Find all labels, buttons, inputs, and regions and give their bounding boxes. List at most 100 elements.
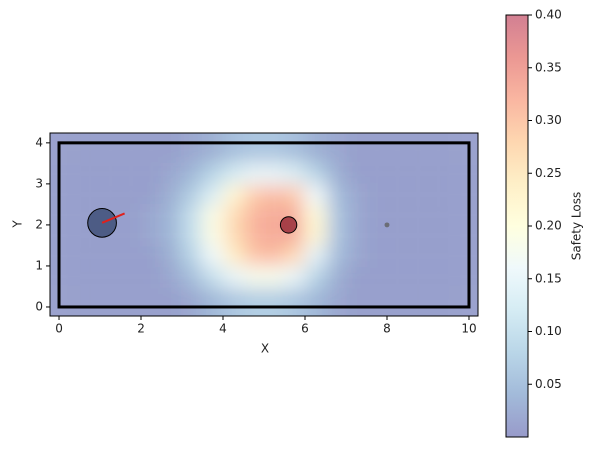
heat-cell xyxy=(161,204,183,226)
heat-cell xyxy=(161,133,183,164)
heat-cell xyxy=(386,204,408,226)
heat-cell xyxy=(223,133,245,164)
heat-cell xyxy=(386,286,408,316)
colorbar-label: Safety Loss xyxy=(570,192,584,261)
colorbar-tick-label: 0.25 xyxy=(535,166,562,180)
heat-cell xyxy=(202,133,224,164)
heat-cell xyxy=(284,133,306,164)
heat-cell xyxy=(366,163,388,185)
heat-cell xyxy=(427,286,449,316)
heat-cell xyxy=(386,163,408,185)
x-tick-label: 10 xyxy=(461,322,476,336)
heat-cell xyxy=(100,183,122,205)
colorbar-tick-label: 0.15 xyxy=(535,271,562,285)
obstacle xyxy=(279,216,298,234)
heat-cell xyxy=(366,204,388,226)
heat-cell xyxy=(366,183,388,205)
heat-cell xyxy=(50,133,81,164)
heat-cell xyxy=(325,245,347,267)
heat-cell xyxy=(345,245,367,267)
heat-cell xyxy=(304,224,326,246)
heat-cell xyxy=(386,245,408,267)
heat-cell xyxy=(264,286,285,316)
colorbar-tick-label: 0.10 xyxy=(535,324,562,338)
heat-cell xyxy=(141,286,163,316)
heat-cell xyxy=(100,245,122,267)
heat-cell xyxy=(141,183,163,205)
goal xyxy=(384,222,390,228)
heat-cell xyxy=(202,183,224,205)
heat-cell xyxy=(202,265,224,287)
heat-cell xyxy=(386,224,408,246)
heat-cell xyxy=(386,183,408,205)
heat-cell xyxy=(120,204,142,226)
heat-cell xyxy=(100,133,122,164)
heat-cell xyxy=(120,133,142,164)
heat-cell xyxy=(141,163,163,185)
heat-cell xyxy=(345,163,367,185)
colorbar-tick-label: 0.40 xyxy=(535,8,562,22)
heatmap xyxy=(50,133,478,316)
heat-cell xyxy=(182,265,204,287)
heat-cell xyxy=(284,183,306,205)
y-tick-label: 3 xyxy=(35,176,43,190)
colorbar xyxy=(505,14,529,438)
heat-cell xyxy=(50,245,81,267)
heat-cell xyxy=(243,224,265,246)
heat-cell xyxy=(79,133,101,164)
heat-cell xyxy=(182,163,204,185)
heat-cell xyxy=(325,224,347,246)
heat-cell xyxy=(304,245,326,267)
heat-cell xyxy=(284,163,306,185)
heat-cell xyxy=(243,286,265,316)
heat-cell xyxy=(407,133,429,164)
heat-cell xyxy=(264,204,285,226)
heat-cell xyxy=(366,133,388,164)
heat-cell xyxy=(120,265,142,287)
heat-cell xyxy=(427,245,449,267)
heat-cell xyxy=(161,265,183,287)
heat-cell xyxy=(223,265,245,287)
heat-cell xyxy=(264,163,285,185)
heat-cell xyxy=(407,224,429,246)
heat-cell xyxy=(427,183,449,205)
heat-cell xyxy=(50,163,81,185)
heat-cell xyxy=(427,204,449,226)
heat-cell xyxy=(182,204,204,226)
y-tick-label: 0 xyxy=(35,299,43,313)
heat-cell xyxy=(345,183,367,205)
heat-cell xyxy=(243,245,265,267)
heat-cell xyxy=(223,224,245,246)
heat-cell xyxy=(243,133,265,164)
heat-cell xyxy=(141,245,163,267)
heat-cell xyxy=(161,286,183,316)
heat-cell xyxy=(448,183,478,205)
heat-cell xyxy=(120,224,142,246)
heat-cell xyxy=(304,286,326,316)
colorbar-tick-label: 0.20 xyxy=(535,219,562,233)
heat-cell xyxy=(141,204,163,226)
heat-cell xyxy=(407,286,429,316)
heat-cell xyxy=(284,286,306,316)
heat-cell xyxy=(120,286,142,316)
heat-cell xyxy=(264,265,285,287)
heat-cell xyxy=(243,265,265,287)
heat-cell xyxy=(325,133,347,164)
heat-cell xyxy=(202,286,224,316)
heat-cell xyxy=(366,245,388,267)
heat-cell xyxy=(202,163,224,185)
y-tick-label: 2 xyxy=(35,217,43,231)
heat-cell xyxy=(325,204,347,226)
x-axis-label: X xyxy=(261,342,269,356)
plot-foreground: 0 2 4 6 8 10 0 1 2 3 4 0.05 0.10 0.15 0.20 0.25 0.30 0.35… xyxy=(35,8,562,438)
heat-cell xyxy=(223,286,245,316)
heat-cell xyxy=(79,265,101,287)
heat-cell xyxy=(407,204,429,226)
heat-cell xyxy=(100,265,122,287)
heat-cell xyxy=(50,183,81,205)
heat-cell xyxy=(264,224,285,246)
heat-cell xyxy=(386,133,408,164)
heat-cell xyxy=(427,224,449,246)
heat-cell xyxy=(161,183,183,205)
